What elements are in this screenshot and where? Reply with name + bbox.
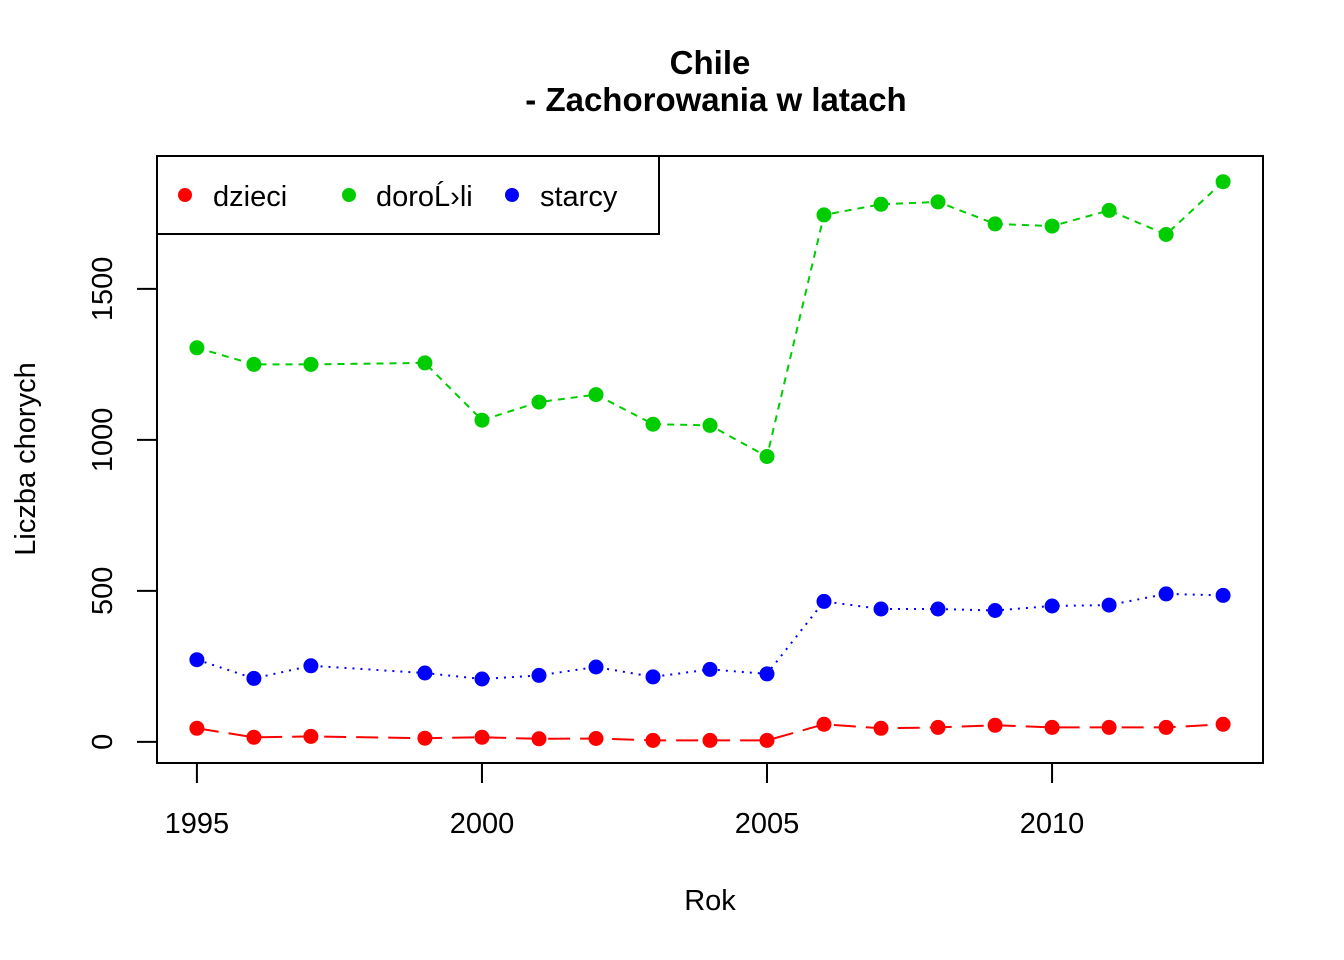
data-point (645, 669, 661, 685)
data-point (645, 416, 661, 432)
series-2 (189, 586, 1231, 687)
data-point (303, 658, 319, 674)
data-point (816, 207, 832, 223)
data-point (930, 194, 946, 210)
legend-label-starcy: starcy (540, 181, 618, 213)
data-point (1101, 597, 1117, 613)
y-tick-label: 0 (87, 734, 119, 750)
data-point (189, 652, 205, 668)
chart-title-line2: - Zachorowania w latach (525, 81, 906, 118)
legend-marker-starcy (505, 188, 519, 202)
data-point (1044, 598, 1060, 614)
data-point (930, 719, 946, 735)
y-axis: 0 500 1000 1500 (87, 257, 158, 750)
y-axis-label: Liczba chorych (10, 362, 42, 555)
data-point (759, 449, 775, 464)
data-point (930, 601, 946, 617)
data-point (873, 601, 889, 617)
data-point (531, 394, 547, 410)
x-tick-label: 2000 (450, 808, 515, 840)
data-point (1044, 719, 1060, 735)
data-point (1101, 719, 1117, 735)
data-point (759, 732, 775, 748)
series-line (196, 180, 1224, 459)
x-tick-label: 2005 (735, 808, 800, 840)
data-point (987, 603, 1003, 618)
data-point (1158, 586, 1174, 602)
x-tick-label: 1995 (165, 808, 230, 840)
data-point (1215, 587, 1231, 603)
data-point (702, 661, 718, 677)
y-tick-label: 1500 (87, 257, 119, 322)
data-point (417, 665, 433, 681)
data-point (1158, 719, 1174, 735)
data-point (474, 671, 490, 687)
data-point (189, 720, 205, 736)
data-point (474, 412, 490, 428)
data-point (873, 720, 889, 736)
data-point (246, 729, 262, 745)
legend-box (156, 155, 660, 235)
data-point (588, 659, 604, 675)
data-point (987, 216, 1003, 232)
legend-marker-dorosli (342, 188, 356, 202)
data-point (531, 667, 547, 683)
series-line (196, 723, 1224, 742)
data-point (417, 355, 433, 371)
legend-marker-dzieci (178, 188, 192, 202)
chart-title-line1: Chile (670, 44, 751, 81)
x-axis-label: Rok (684, 885, 736, 917)
data-point (702, 732, 718, 748)
x-tick-label: 2010 (1020, 808, 1085, 840)
data-point (246, 670, 262, 686)
data-point (531, 731, 547, 747)
data-point (303, 728, 319, 744)
data-point (588, 387, 604, 403)
data-point (588, 731, 604, 746)
data-point (816, 716, 832, 732)
series-1 (189, 174, 1231, 464)
series-layer (189, 174, 1231, 748)
y-tick-label: 500 (87, 567, 119, 615)
data-point (645, 732, 661, 748)
data-point (474, 729, 490, 745)
x-axis: 1995 2000 2005 2010 (165, 762, 1085, 840)
data-point (816, 593, 832, 609)
data-point (873, 196, 889, 212)
series-0 (189, 716, 1231, 748)
data-point (987, 717, 1003, 733)
legend: dzieci doroĹ›li starcy (156, 155, 660, 235)
data-point (417, 730, 433, 746)
data-point (246, 356, 262, 372)
data-point (189, 340, 205, 356)
data-point (1215, 174, 1231, 190)
legend-label-dzieci: dzieci (213, 181, 287, 213)
legend-label-dorosli: doroĹ›li (376, 180, 473, 213)
data-point (1215, 716, 1231, 732)
data-point (759, 666, 775, 682)
data-point (1101, 202, 1117, 218)
y-tick-label: 1000 (87, 408, 119, 473)
data-point (1044, 218, 1060, 234)
data-point (702, 417, 718, 433)
data-point (1158, 227, 1174, 242)
data-point (303, 356, 319, 372)
